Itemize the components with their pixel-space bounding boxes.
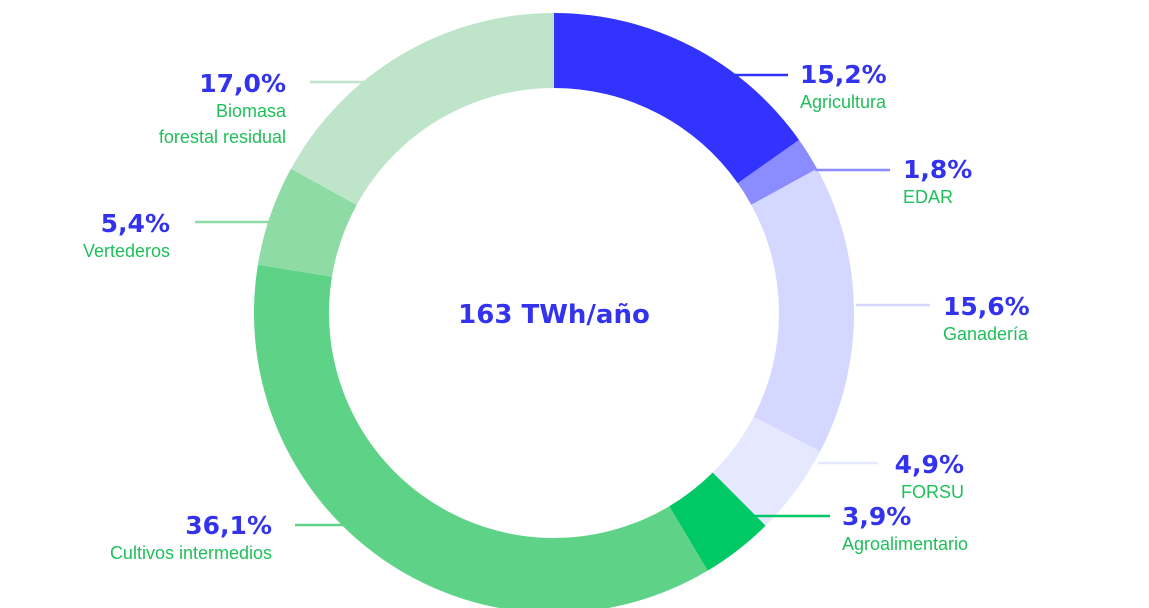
slice-percent-label: 17,0% [199,69,286,98]
slice-percent-label: 5,4% [101,209,170,238]
slice-percent-label: 36,1% [185,511,272,540]
slice-category-label: Vertederos [83,241,170,261]
slice-percent-label: 15,6% [943,292,1030,321]
slice-percent-label: 3,9% [842,502,911,531]
slice-percent-label: 4,9% [895,450,964,479]
slice-percent-label: 1,8% [903,155,972,184]
donut-slices [254,13,855,608]
slice-percent-label: 15,2% [800,60,887,89]
donut-slice [712,416,821,526]
slice-category-label: Biomasa [216,101,287,121]
center-total-label: 163 TWh/año [458,300,650,330]
slice-category-label: Ganadería [943,324,1029,344]
leader-lines [195,73,930,527]
slice-category-label: FORSU [901,482,964,502]
donut-slice [254,264,708,608]
slice-category-label: EDAR [903,187,953,207]
slice-labels: 15,2% Agricultura 1,8% EDAR 15,6% Ganadería 4,… [83,60,1030,563]
donut-slice [737,139,818,205]
slice-category-label: Agricultura [800,92,887,112]
slice-category-label: Agroalimentario [842,534,968,554]
donut-slice [257,168,357,277]
slice-category-label: forestal residual [159,127,286,147]
donut-slice [669,472,766,571]
slice-category-label: Cultivos intermedios [110,543,272,563]
donut-slice [751,168,855,452]
donut-slice [290,13,554,205]
donut-slice [554,13,800,184]
